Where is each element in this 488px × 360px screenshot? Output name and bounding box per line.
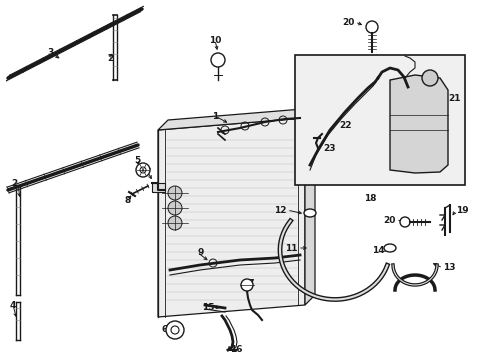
Circle shape (365, 21, 377, 33)
Circle shape (421, 70, 437, 86)
Text: 2: 2 (12, 179, 18, 188)
Text: 7: 7 (144, 167, 151, 176)
Text: 5: 5 (134, 156, 140, 165)
Text: 17: 17 (241, 279, 254, 288)
Ellipse shape (304, 209, 315, 217)
Ellipse shape (383, 244, 395, 252)
Circle shape (399, 217, 409, 227)
Bar (152, 183, 164, 192)
Text: 14: 14 (372, 246, 384, 255)
Text: 2: 2 (107, 54, 113, 63)
Circle shape (241, 279, 252, 291)
Text: 20: 20 (383, 216, 395, 225)
Circle shape (168, 186, 182, 200)
Polygon shape (305, 108, 314, 305)
Circle shape (165, 321, 183, 339)
Text: 22: 22 (338, 121, 350, 130)
Text: 3: 3 (47, 48, 53, 57)
Text: 6: 6 (162, 325, 168, 334)
Text: 19: 19 (455, 206, 468, 215)
Circle shape (168, 216, 182, 230)
Circle shape (168, 201, 182, 215)
Text: 12: 12 (274, 206, 286, 215)
Text: 8: 8 (124, 195, 131, 204)
Polygon shape (389, 75, 447, 173)
Text: 20: 20 (342, 18, 354, 27)
Polygon shape (158, 118, 305, 317)
Text: 13: 13 (442, 264, 454, 273)
Circle shape (136, 163, 150, 177)
Text: 9: 9 (197, 248, 203, 257)
Bar (294, 55, 464, 185)
Text: 11: 11 (285, 243, 297, 252)
Text: 10: 10 (208, 36, 221, 45)
Text: 1: 1 (211, 112, 218, 121)
Text: 23: 23 (323, 144, 336, 153)
Text: 15: 15 (202, 302, 215, 311)
Text: 16: 16 (229, 346, 242, 355)
Text: 21: 21 (447, 94, 460, 103)
Text: 4: 4 (10, 301, 16, 310)
Circle shape (210, 53, 224, 67)
Polygon shape (158, 108, 314, 130)
Text: 18: 18 (363, 194, 375, 202)
